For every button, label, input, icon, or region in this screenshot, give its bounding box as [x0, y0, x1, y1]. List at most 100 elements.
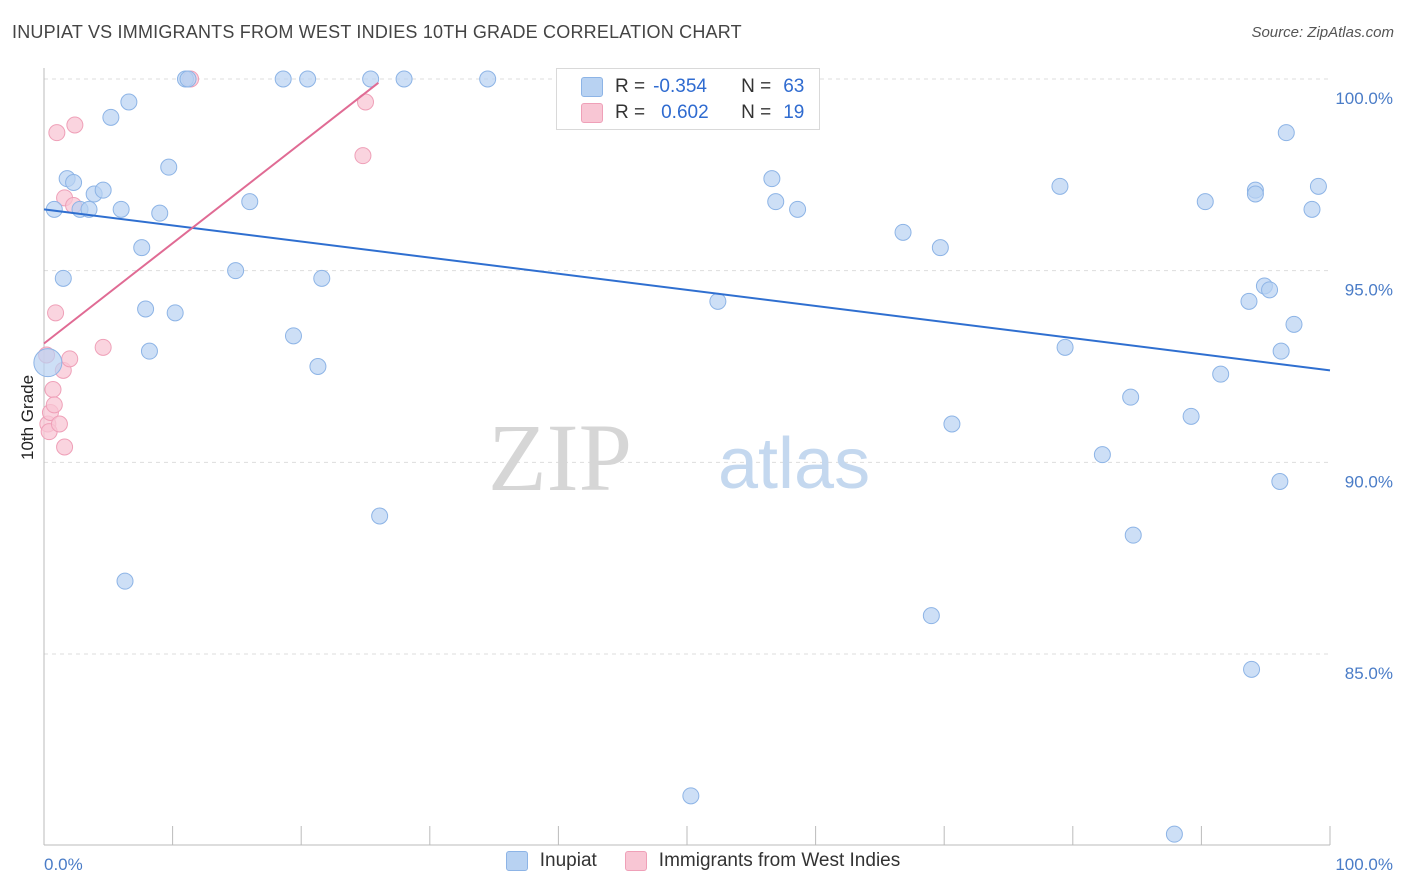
inupiat-point: [1261, 281, 1279, 299]
inupiat-point: [309, 358, 327, 375]
inupiat-point: [1303, 200, 1321, 218]
inupiat-point: [1272, 342, 1290, 360]
r-label: R =: [615, 76, 646, 97]
inupiat-point: [284, 327, 302, 345]
n-label: N =: [741, 76, 772, 97]
inupiat-point: [1093, 446, 1111, 464]
inupiat-point: [789, 200, 807, 218]
n-value: 63: [783, 76, 805, 97]
y-tick-label: 85.0%: [1345, 664, 1393, 683]
inupiat-point: [1124, 526, 1142, 544]
stats-row-west-indies: R = 0.602 N = 19: [557, 100, 804, 126]
legend-label: Inupiat: [539, 850, 597, 871]
legend: Inupiat Immigrants from West Indies: [0, 850, 1406, 872]
inupiat-point: [140, 342, 158, 360]
source-label: Source: ZipAtlas.com: [1251, 24, 1394, 41]
inupiat-trend-line: [43, 208, 1331, 372]
inupiat-point: [65, 174, 83, 191]
inupiat-point: [395, 70, 413, 88]
legend-label: Immigrants from West Indies: [658, 850, 901, 871]
x-tick-label: 0.0%: [44, 855, 83, 874]
inupiat-point: [767, 193, 785, 211]
inupiat-point: [137, 300, 155, 318]
inupiat-point: [313, 269, 331, 287]
inupiat-point: [151, 204, 169, 222]
west-indies-swatch: [624, 851, 647, 871]
inupiat-point: [112, 200, 130, 218]
inupiat-point: [274, 70, 292, 88]
west-indies-point: [48, 124, 66, 142]
inupiat-point: [179, 70, 197, 88]
y-tick-label: 100.0%: [1335, 89, 1393, 108]
axes: [43, 68, 1331, 846]
west-indies-point: [66, 116, 84, 134]
inupiat-point: [102, 108, 120, 126]
trend-lines: [43, 82, 1331, 372]
inupiat-point: [1212, 365, 1230, 383]
chart-title: INUPIAT VS IMMIGRANTS FROM WEST INDIES 1…: [12, 22, 742, 42]
west-indies-point: [44, 381, 62, 398]
inupiat-point: [1182, 407, 1200, 425]
r-value: 0.602: [661, 102, 709, 123]
inupiat-point: [33, 348, 63, 378]
inupiat-swatch: [581, 77, 603, 97]
x-tick-label: 100.0%: [1335, 855, 1393, 874]
legend-item-west-indies[interactable]: Immigrants from West Indies: [624, 850, 901, 872]
n-label: N =: [741, 102, 772, 123]
watermark-atlas: atlas: [718, 424, 870, 504]
inupiat-point: [1122, 388, 1140, 406]
inupiat-point: [116, 572, 134, 590]
west-indies-point: [354, 147, 372, 165]
inupiat-point: [120, 93, 138, 111]
legend-item-inupiat[interactable]: Inupiat: [505, 850, 597, 872]
series-inupiat-points: [33, 70, 1327, 843]
y-tick-label: 95.0%: [1345, 281, 1393, 300]
inupiat-point: [1051, 177, 1069, 195]
west-indies-point: [61, 350, 79, 368]
inupiat-point: [241, 193, 259, 211]
r-value: -0.354: [653, 76, 707, 97]
inupiat-point: [943, 415, 961, 433]
inupiat-point: [1246, 185, 1264, 203]
inupiat-point: [709, 292, 727, 310]
inupiat-point: [1309, 177, 1327, 195]
inupiat-point: [1165, 825, 1183, 843]
west-indies-point: [94, 338, 112, 356]
inupiat-point: [1271, 473, 1289, 490]
grid-lines: [44, 78, 1330, 655]
inupiat-point: [80, 200, 98, 218]
watermark: ZIP atlas: [488, 404, 870, 511]
inupiat-point: [931, 239, 949, 257]
inupiat-point: [1196, 193, 1214, 211]
stats-box: R = -0.354 N = 63 R = 0.602 N = 19: [556, 68, 820, 130]
y-tick-label: 90.0%: [1345, 472, 1393, 491]
west-indies-point: [47, 304, 65, 322]
inupiat-point: [1243, 660, 1261, 678]
inupiat-point: [166, 304, 184, 322]
watermark-zip: ZIP: [488, 404, 632, 511]
inupiat-point: [922, 607, 940, 625]
inupiat-point: [763, 170, 781, 188]
inupiat-point: [160, 158, 178, 176]
n-value: 19: [783, 102, 805, 123]
inupiat-point: [1285, 315, 1303, 333]
inupiat-point: [299, 70, 317, 88]
series-west-indies-points: [38, 70, 374, 456]
inupiat-point: [371, 507, 389, 525]
west-indies-point: [45, 396, 63, 414]
inupiat-point: [227, 262, 245, 280]
west-indies-point: [50, 415, 68, 433]
west-indies-trend-line: [43, 82, 379, 345]
inupiat-point: [54, 269, 72, 287]
west-indies-point: [56, 438, 74, 456]
inupiat-point: [94, 181, 112, 199]
r-label: R =: [615, 102, 646, 123]
inupiat-point: [479, 70, 497, 88]
inupiat-point: [894, 223, 912, 241]
x-tick-labels: 0.0% 100.0%: [44, 855, 1393, 874]
inupiat-point: [362, 70, 380, 88]
inupiat-point: [1056, 338, 1074, 356]
west-indies-swatch: [581, 103, 603, 123]
stats-row-inupiat: R = -0.354 N = 63: [557, 74, 804, 100]
